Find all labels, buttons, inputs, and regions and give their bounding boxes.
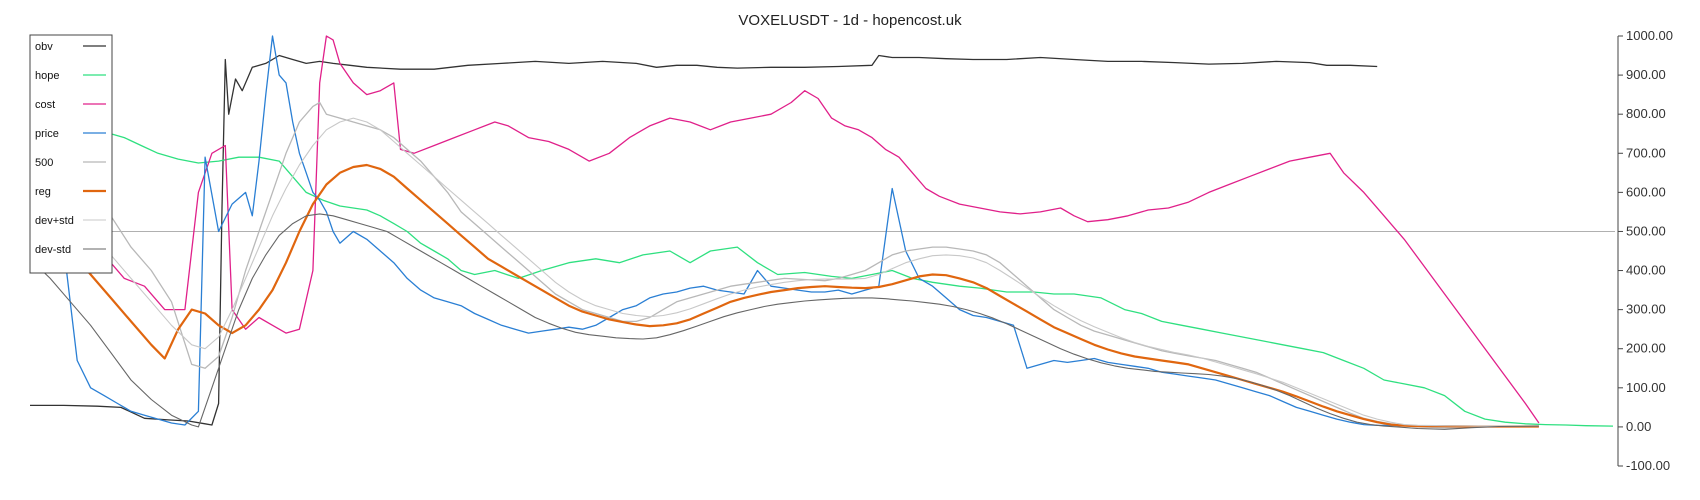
- legend: obv hope cost price 500 reg dev+std dev-std: [29, 34, 113, 274]
- legend-label: 500: [35, 157, 53, 169]
- series-line-cost: [29, 35, 1540, 424]
- series-line-dev-std: [29, 213, 1539, 430]
- legend-label: dev+std: [35, 215, 74, 227]
- series-group: [29, 35, 1615, 430]
- y-tick-label: 700.00: [1626, 145, 1666, 160]
- legend-label: obv: [35, 41, 53, 53]
- legend-label: hope: [35, 70, 59, 82]
- series-line-price: [29, 35, 1539, 427]
- series-line-reg: [29, 163, 1539, 428]
- series-line-500: [29, 101, 1539, 429]
- legend-label: reg: [35, 186, 51, 198]
- y-axis: 1000.00 900.00 800.00 700.00 600.00 500.00 400…: [1617, 28, 1673, 473]
- series-line-hope: [29, 78, 1614, 427]
- y-tick-label: 900.00: [1626, 67, 1666, 82]
- y-tick-label: 400.00: [1626, 263, 1666, 278]
- y-tick-label: 100.00: [1626, 380, 1666, 395]
- series-line-dev-std: [29, 117, 1539, 427]
- y-tick-label: 200.00: [1626, 341, 1666, 356]
- series-line-obv: [30, 54, 1378, 426]
- y-tick-label: 600.00: [1626, 184, 1666, 199]
- chart-title: VOXELUSDT - 1d - hopencost.uk: [738, 12, 962, 29]
- y-tick-label: 300.00: [1626, 302, 1666, 317]
- y-tick-label: 800.00: [1626, 106, 1666, 121]
- y-tick-label: 500.00: [1626, 223, 1666, 238]
- y-tick-label: -100.00: [1626, 458, 1670, 473]
- legend-label: price: [35, 128, 59, 140]
- y-tick-label: 1000.00: [1626, 28, 1673, 43]
- legend-label: dev-std: [35, 244, 71, 256]
- y-tick-label: 0.00: [1626, 419, 1651, 434]
- legend-label: cost: [35, 99, 55, 111]
